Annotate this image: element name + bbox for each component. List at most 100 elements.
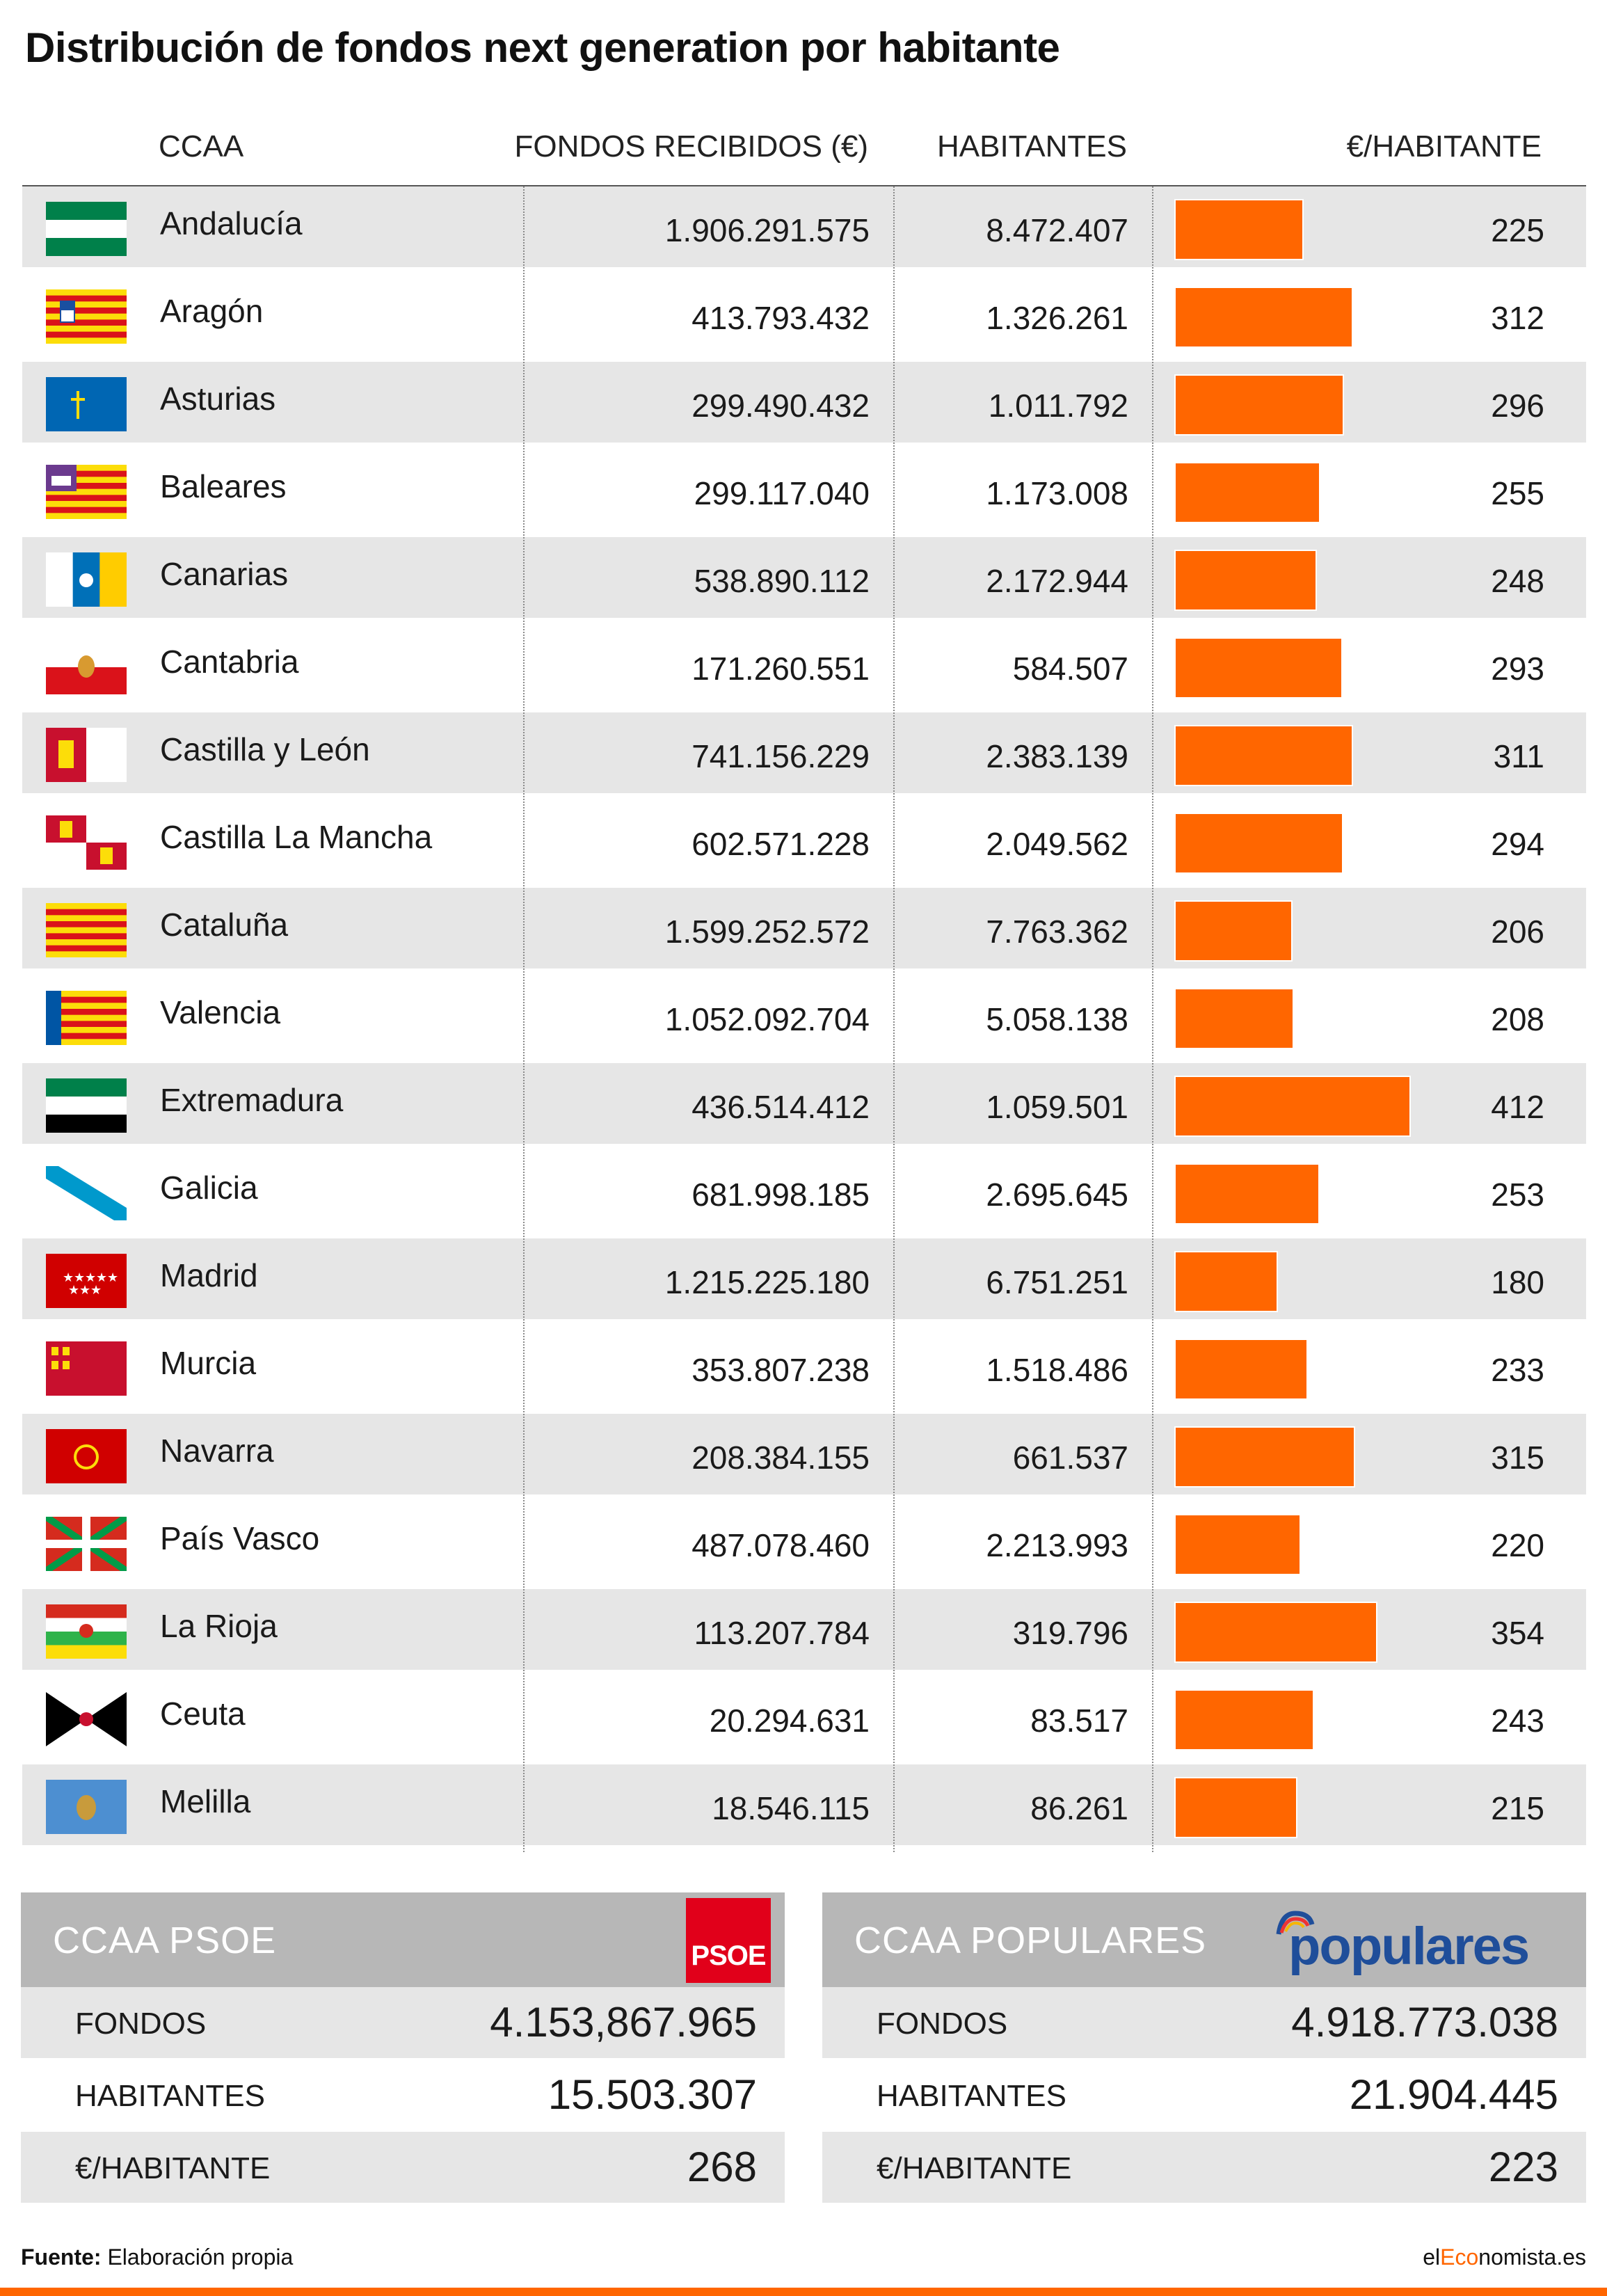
psoe-habitantes-row: HABITANTES 15.503.307	[21, 2059, 785, 2130]
habitantes-value: 2.383.139	[986, 738, 1128, 774]
fondos-value: 436.514.412	[691, 1089, 870, 1125]
svg-text:★: ★	[96, 1270, 107, 1284]
eur-per-habitante-bar	[1174, 1689, 1314, 1751]
svg-text:★: ★	[68, 1283, 79, 1297]
ccaa-name: País Vasco	[160, 1520, 320, 1556]
table-row: Aragón 413.793.432 1.326.261 312	[22, 274, 1586, 355]
table-row: Castilla La Mancha 602.571.228 2.049.562 29…	[22, 800, 1586, 881]
habitantes-value: 1.173.008	[986, 475, 1128, 511]
ccaa-name: La Rioja	[160, 1608, 278, 1644]
fondos-value: 113.207.784	[694, 1615, 870, 1651]
habitantes-value: 7.763.362	[986, 914, 1128, 950]
ccaa-name: Andalucía	[160, 205, 303, 241]
eur-per-habitante-value: 225	[1491, 212, 1544, 248]
pp-fondos-label: FONDOS	[877, 2007, 1008, 2041]
eur-per-habitante-value: 233	[1491, 1352, 1544, 1388]
psoe-habitantes-value: 15.503.307	[547, 2071, 757, 2118]
eur-per-habitante-value: 215	[1491, 1790, 1544, 1826]
eur-per-habitante-value: 208	[1491, 1001, 1544, 1037]
murcia-flag-icon	[46, 1341, 127, 1396]
eur-per-habitante-value: 253	[1491, 1177, 1544, 1213]
svg-text:★: ★	[90, 1283, 102, 1297]
habitantes-value: 2.172.944	[986, 563, 1128, 599]
psoe-logo-icon: PSOE	[686, 1898, 771, 1983]
brand-logo: elEconomista.es	[1423, 2245, 1586, 2270]
pp-logo-icon: populares	[1274, 1911, 1567, 1976]
habitantes-value: 584.507	[1012, 651, 1128, 687]
column-divider	[523, 186, 525, 1852]
eur-per-habitante-bar	[1174, 1514, 1301, 1575]
eur-per-habitante-bar	[1174, 1339, 1308, 1400]
ccaa-name: Galicia	[160, 1170, 258, 1206]
psoe-summary-title: CCAA PSOE	[53, 1920, 277, 1961]
fondos-value: 208.384.155	[691, 1440, 870, 1476]
header-eur-habitante: €/HABITANTE	[1346, 129, 1542, 164]
eur-per-habitante-value: 296	[1491, 388, 1544, 424]
table-row: Navarra 208.384.155 661.537 315	[22, 1414, 1586, 1494]
ccaa-name: Asturias	[160, 381, 276, 417]
eur-per-habitante-bar	[1174, 1426, 1355, 1488]
ccaa-name: Ceuta	[160, 1696, 246, 1732]
header-habitantes: HABITANTES	[936, 129, 1127, 164]
cataluna-flag-icon	[46, 903, 127, 957]
table-row: Baleares 299.117.040 1.173.008 255	[22, 449, 1586, 530]
eur-per-habitante-bar	[1174, 1251, 1278, 1312]
eur-per-habitante-value: 255	[1491, 475, 1544, 511]
fondos-value: 353.807.238	[691, 1352, 870, 1388]
eur-per-habitante-value: 180	[1491, 1264, 1544, 1300]
ceuta-flag-icon	[46, 1692, 127, 1746]
eur-per-habitante-bar	[1174, 813, 1343, 874]
ccaa-name: Castilla y León	[160, 731, 370, 767]
column-divider	[1152, 186, 1153, 1852]
table-row: País Vasco 487.078.460 2.213.993 220	[22, 1501, 1586, 1582]
habitantes-value: 86.261	[1030, 1790, 1128, 1826]
header-rule	[22, 185, 1586, 186]
table-row: La Rioja 113.207.784 319.796 354	[22, 1589, 1586, 1670]
habitantes-value: 1.059.501	[986, 1089, 1128, 1125]
fondos-value: 1.052.092.704	[664, 1001, 870, 1037]
source-label: Fuente:	[21, 2245, 102, 2270]
eur-per-habitante-bar	[1174, 725, 1353, 786]
table-row: Extremadura 436.514.412 1.059.501 412	[22, 1063, 1586, 1144]
eur-per-habitante-value: 315	[1491, 1440, 1544, 1476]
psoe-eur-label: €/HABITANTE	[75, 2151, 271, 2185]
psoe-fondos-label: FONDOS	[75, 2007, 207, 2041]
melilla-flag-icon	[46, 1780, 127, 1834]
aragon-flag-icon	[46, 289, 127, 344]
table-row: Ceuta 20.294.631 83.517 243	[22, 1677, 1586, 1757]
fondos-value: 1.599.252.572	[664, 914, 870, 950]
madrid-flag-icon: ★ ★ ★ ★ ★★ ★ ★	[46, 1254, 127, 1308]
fondos-value: 20.294.631	[709, 1703, 870, 1739]
bottom-accent-bar	[0, 2288, 1607, 2296]
psoe-eur-value: 268	[687, 2144, 757, 2190]
ccaa-name: Murcia	[160, 1345, 257, 1381]
cantabria-flag-icon	[46, 640, 127, 694]
fondos-value: 602.571.228	[691, 826, 870, 862]
pp-fondos-value: 4.918.773.038	[1291, 1999, 1558, 2046]
extremadura-flag-icon	[46, 1078, 127, 1133]
table-row: Cantabria 171.260.551 584.507 293	[22, 625, 1586, 705]
svg-text:★: ★	[107, 1270, 118, 1284]
pp-eur-value: 223	[1488, 2144, 1558, 2190]
table-row: Castilla y León 741.156.229 2.383.139 311	[22, 712, 1586, 793]
fondos-value: 538.890.112	[694, 563, 870, 599]
svg-text:★: ★	[79, 1283, 90, 1297]
pp-summary-header: CCAA POPULARES populares	[822, 1892, 1586, 1987]
table-row: ★ ★ ★ ★ ★ ★ ★ ★ Madrid 1.215.225.180 6.751.251 180	[22, 1238, 1586, 1319]
ccaa-name: Castilla La Mancha	[160, 819, 433, 855]
eur-per-habitante-bar	[1174, 1076, 1411, 1137]
eur-per-habitante-bar	[1174, 988, 1294, 1049]
header-fondos: FONDOS RECIBIDOS (€)	[514, 129, 869, 164]
fondos-value: 1.215.225.180	[664, 1264, 870, 1300]
habitantes-value: 6.751.251	[986, 1264, 1128, 1300]
eur-per-habitante-bar	[1174, 462, 1320, 523]
ccaa-name: Aragón	[160, 293, 264, 329]
castilla-leon-flag-icon	[46, 728, 127, 782]
fondos-value: 18.546.115	[712, 1790, 870, 1826]
ccaa-name: Melilla	[160, 1783, 251, 1819]
habitantes-value: 2.213.993	[986, 1527, 1128, 1563]
pp-habitantes-value: 21.904.445	[1349, 2071, 1558, 2118]
fondos-value: 171.260.551	[691, 651, 870, 687]
psoe-habitantes-label: HABITANTES	[75, 2079, 266, 2113]
habitantes-value: 2.049.562	[986, 826, 1128, 862]
